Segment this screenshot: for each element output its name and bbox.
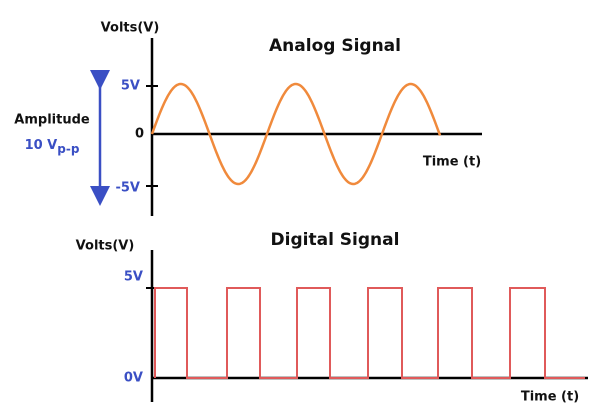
x-axis-label: Time (t): [521, 390, 579, 405]
amplitude-number: 10 V: [25, 138, 58, 153]
amplitude-label: Amplitude: [14, 113, 90, 128]
analog-wave: [150, 82, 442, 186]
tick-label: 5V: [121, 79, 140, 94]
amplitude-value: 10 Vp-p: [25, 138, 80, 156]
y-axis-label: Volts(V): [76, 239, 135, 254]
digital-wave: [154, 287, 585, 379]
amplitude-subscript: p-p: [57, 142, 80, 156]
tick-label: 5V: [124, 270, 143, 285]
tick-label: -5V: [115, 181, 140, 196]
tick-label: 0: [135, 127, 144, 142]
y-axis-label: Volts(V): [101, 21, 160, 36]
panel-title: Digital Signal: [271, 230, 400, 250]
panel-title: Analog Signal: [269, 36, 401, 56]
tick-label: 0V: [124, 371, 143, 386]
x-axis-label: Time (t): [423, 155, 481, 170]
